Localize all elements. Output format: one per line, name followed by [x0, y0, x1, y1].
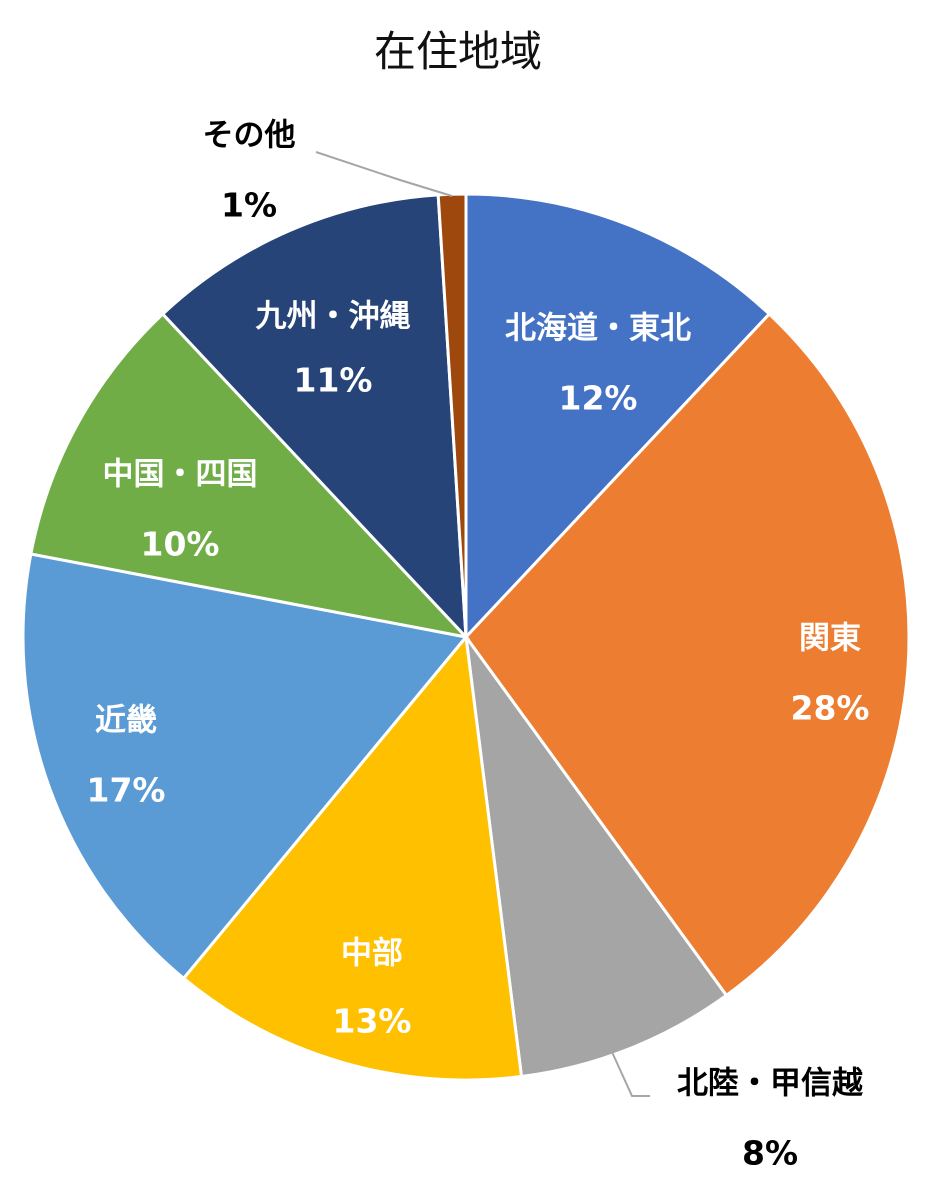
value-label: 1%	[221, 186, 277, 225]
leader-line-8	[315, 151, 453, 197]
value-label: 10%	[141, 525, 220, 564]
value-label: 11%	[294, 361, 373, 400]
pie-slice-1	[464, 192, 772, 641]
value-label: 12%	[559, 379, 638, 418]
value-label: 8%	[742, 1134, 798, 1173]
category-label: 中部	[341, 936, 403, 972]
category-label: 関東	[799, 621, 861, 657]
chart-title: 在住地域	[373, 27, 542, 76]
pie-slice-7	[160, 193, 468, 642]
pie-slice-8	[436, 192, 468, 638]
pie-slice-3	[464, 636, 729, 1079]
pie-slice-2	[464, 311, 911, 998]
category-label: 近畿	[95, 703, 157, 739]
pie-slice-5	[21, 552, 469, 981]
value-label: 28%	[791, 689, 870, 728]
category-label: 中国・四国	[103, 457, 258, 493]
pie-slice-4	[181, 633, 524, 1082]
slice-labels: 北海道・東北 12% 関東 28% 北陸・甲信越 8% 中部 13% 近畿 17% 中国・四国 10%…	[87, 118, 870, 1173]
value-label: 13%	[333, 1002, 412, 1041]
pie-slice-6	[29, 311, 471, 640]
leader-lines	[315, 151, 650, 1097]
value-label: 17%	[87, 771, 166, 810]
leader-line-3	[611, 1051, 650, 1097]
pie-slices	[21, 192, 911, 1082]
category-label: 北海道・東北	[505, 311, 691, 347]
category-label: 北陸・甲信越	[677, 1066, 864, 1102]
category-label: その他	[203, 118, 296, 154]
category-label: 九州・沖縄	[256, 299, 411, 335]
